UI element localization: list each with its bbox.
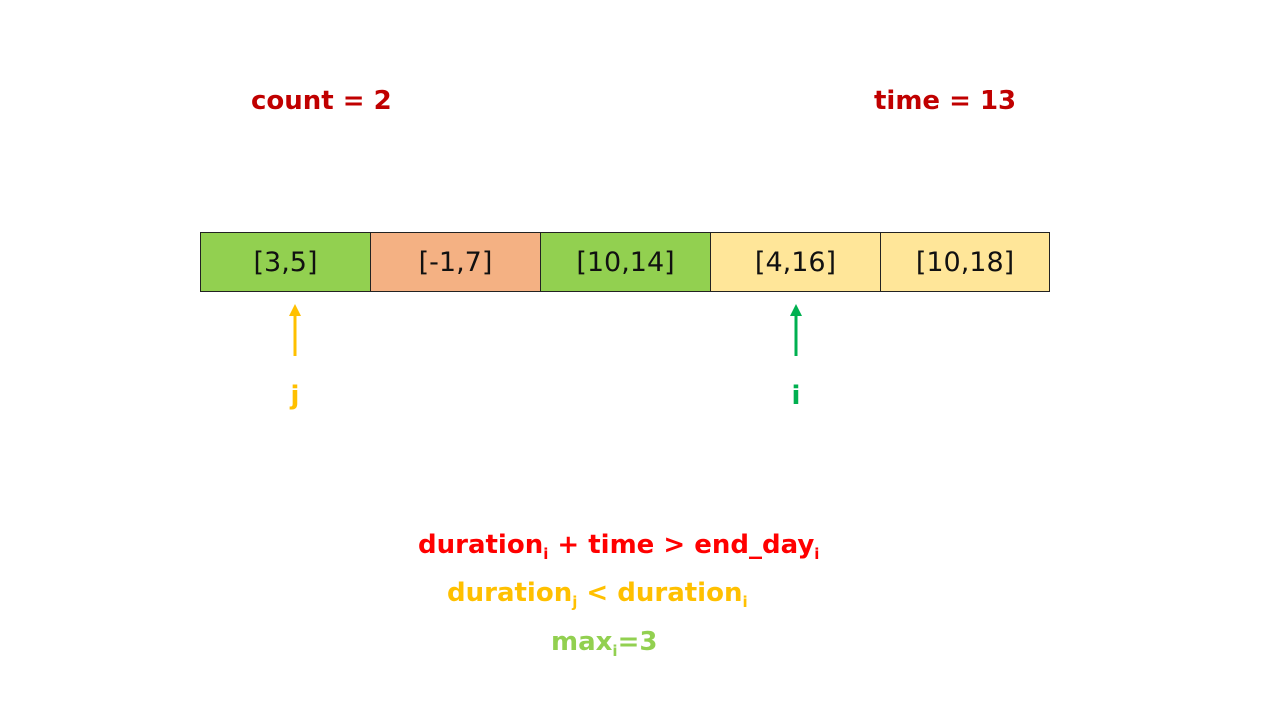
array-cell-4: [10,18] — [880, 233, 1050, 291]
pointer-i-arrow-icon — [786, 304, 806, 358]
array-cell-2: [10,14] — [540, 233, 710, 291]
array-cell-0: [3,5] — [200, 233, 370, 291]
pointer-j-label: j — [290, 381, 300, 411]
array-cell-1: [-1,7] — [370, 233, 540, 291]
interval-array: [3,5] [-1,7] [10,14] [4,16] [10,18] — [200, 232, 1050, 292]
pointer-i-label: i — [791, 381, 801, 411]
time-label: time = 13 — [874, 86, 1017, 116]
array-cell-3: [4,16] — [710, 233, 880, 291]
condition-line-3: maxi=3 — [551, 627, 658, 660]
pointer-j-arrow-icon — [285, 304, 305, 358]
condition-line-1: durationi + time > end_dayi — [418, 530, 820, 563]
count-label: count = 2 — [251, 86, 392, 116]
condition-line-2: durationj < durationi — [447, 578, 748, 611]
